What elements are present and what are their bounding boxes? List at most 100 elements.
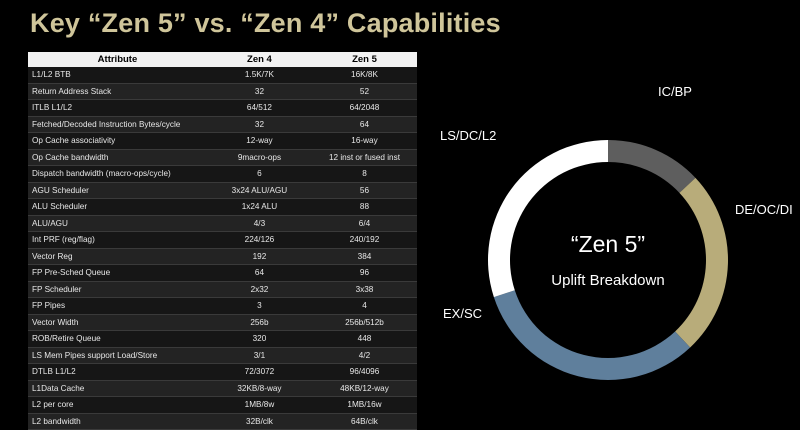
table-row: L2 bandwidth 32B/clk 64B/clk (28, 413, 417, 430)
table-row: Op Cache associativity 12-way 16-way (28, 132, 417, 150)
header-zen5: Zen 5 (311, 52, 417, 67)
table-row: FP Scheduler 2x32 3x38 (28, 281, 417, 298)
table-row: Vector Reg 192 384 (28, 248, 417, 265)
table-row: Vector Width 256b 256b/512b (28, 314, 417, 331)
table-row: L2 per core 1MB/8w 1MB/16w (28, 396, 417, 414)
table-row: ITLB L1/L2 64/512 64/2048 (28, 99, 417, 117)
zen5-cell: 12 inst or fused inst (311, 149, 417, 166)
slice-label-de-oc-di: DE/OC/DI (735, 202, 793, 217)
zen4-cell: 192 (206, 248, 312, 265)
attribute-cell: FP Pre-Sched Queue (28, 264, 207, 282)
chart-title: “Zen 5” (571, 231, 645, 257)
table-row: Dispatch bandwidth (macro-ops/cycle) 6 8 (28, 165, 417, 183)
uplift-donut-chart: “Zen 5” Uplift Breakdown IC/BP DE/OC/DI EX… (430, 60, 800, 410)
attribute-cell: ROB/Retire Queue (28, 330, 207, 348)
slice-label-ic-bp: IC/BP (658, 84, 692, 99)
table-row: L1Data Cache 32KB/8-way 48KB/12-way (28, 380, 417, 397)
table-row: DTLB L1/L2 72/3072 96/4096 (28, 363, 417, 381)
zen4-cell: 32B/clk (206, 413, 312, 430)
zen4-cell: 3x24 ALU/AGU (206, 182, 312, 199)
attribute-cell: L2 per core (28, 396, 207, 414)
zen5-cell: 96 (311, 264, 417, 282)
table-row: ALU Scheduler 1x24 ALU 88 (28, 198, 417, 216)
attribute-cell: L1/L2 BTB (28, 67, 207, 84)
zen5-cell: 448 (311, 330, 417, 348)
capabilities-table: Attribute Zen 4 Zen 5 L1/L2 BTB 1.5K/7K 16… (28, 52, 417, 430)
attribute-cell: Return Address Stack (28, 83, 207, 100)
zen4-cell: 2x32 (206, 281, 312, 298)
zen5-cell: 64B/clk (311, 413, 417, 430)
zen5-cell: 64/2048 (311, 99, 417, 117)
attribute-cell: DTLB L1/L2 (28, 363, 207, 381)
zen4-cell: 1.5K/7K (206, 67, 312, 84)
table-row: LS Mem Pipes support Load/Store 3/1 4/2 (28, 347, 417, 364)
table-body: L1/L2 BTB 1.5K/7K 16K/8K Return Address Sta… (28, 67, 417, 430)
zen5-cell: 1MB/16w (311, 396, 417, 414)
table-header-row: Attribute Zen 4 Zen 5 (28, 52, 417, 67)
zen5-cell: 96/4096 (311, 363, 417, 381)
zen4-cell: 32 (206, 116, 312, 133)
zen4-cell: 1MB/8w (206, 396, 312, 414)
attribute-cell: ALU/AGU (28, 215, 207, 232)
zen5-cell: 240/192 (311, 231, 417, 249)
table-row: AGU Scheduler 3x24 ALU/AGU 56 (28, 182, 417, 199)
table-row: L1/L2 BTB 1.5K/7K 16K/8K (28, 67, 417, 84)
attribute-cell: Op Cache associativity (28, 132, 207, 150)
chart-subtitle: Uplift Breakdown (551, 272, 664, 289)
zen5-cell: 16K/8K (311, 67, 417, 84)
attribute-cell: Dispatch bandwidth (macro-ops/cycle) (28, 165, 207, 183)
attribute-cell: Fetched/Decoded Instruction Bytes/cycle (28, 116, 207, 133)
table-row: FP Pre-Sched Queue 64 96 (28, 264, 417, 282)
zen4-cell: 224/126 (206, 231, 312, 249)
attribute-cell: AGU Scheduler (28, 182, 207, 199)
attribute-cell: FP Scheduler (28, 281, 207, 298)
header-zen4: Zen 4 (206, 52, 312, 67)
table-row: Return Address Stack 32 52 (28, 83, 417, 100)
zen4-cell: 3/1 (206, 347, 312, 364)
table-row: ALU/AGU 4/3 6/4 (28, 215, 417, 232)
zen5-cell: 384 (311, 248, 417, 265)
attribute-cell: ITLB L1/L2 (28, 99, 207, 117)
slice-label-ls-dc-l2: LS/DC/L2 (440, 128, 496, 143)
attribute-cell: ALU Scheduler (28, 198, 207, 216)
table-row: ROB/Retire Queue 320 448 (28, 330, 417, 348)
zen5-cell: 16-way (311, 132, 417, 150)
zen4-cell: 6 (206, 165, 312, 183)
zen5-cell: 3x38 (311, 281, 417, 298)
table-row: Int PRF (reg/flag) 224/126 240/192 (28, 231, 417, 249)
zen5-cell: 52 (311, 83, 417, 100)
zen5-cell: 4 (311, 297, 417, 315)
slide-title: Key “Zen 5” vs. “Zen 4” Capabilities (30, 8, 501, 38)
attribute-cell: Vector Width (28, 314, 207, 331)
zen4-cell: 64 (206, 264, 312, 282)
donut-slice-de-oc-di (675, 177, 728, 348)
zen5-cell: 48KB/12-way (311, 380, 417, 397)
zen5-cell: 4/2 (311, 347, 417, 364)
header-attribute: Attribute (28, 52, 207, 67)
zen4-cell: 32KB/8-way (206, 380, 312, 397)
zen5-cell: 6/4 (311, 215, 417, 232)
donut-svg: “Zen 5” Uplift Breakdown IC/BP DE/OC/DI EX… (440, 84, 793, 380)
attribute-cell: L1Data Cache (28, 380, 207, 397)
slice-label-ex-sc: EX/SC (443, 306, 482, 321)
zen4-cell: 256b (206, 314, 312, 331)
zen4-cell: 12-way (206, 132, 312, 150)
attribute-cell: Op Cache bandwidth (28, 149, 207, 166)
zen4-cell: 72/3072 (206, 363, 312, 381)
attribute-cell: Vector Reg (28, 248, 207, 265)
zen4-cell: 32 (206, 83, 312, 100)
zen4-cell: 64/512 (206, 99, 312, 117)
attribute-cell: L2 bandwidth (28, 413, 207, 430)
zen5-cell: 8 (311, 165, 417, 183)
zen4-cell: 3 (206, 297, 312, 315)
donut-slice-ic-bp (608, 140, 696, 193)
zen4-cell: 4/3 (206, 215, 312, 232)
zen5-cell: 256b/512b (311, 314, 417, 331)
zen4-cell: 1x24 ALU (206, 198, 312, 216)
zen5-cell: 88 (311, 198, 417, 216)
donut-slice-ex-sc (493, 290, 691, 380)
table-row: FP Pipes 3 4 (28, 297, 417, 315)
attribute-cell: FP Pipes (28, 297, 207, 315)
attribute-cell: Int PRF (reg/flag) (28, 231, 207, 249)
zen4-cell: 320 (206, 330, 312, 348)
